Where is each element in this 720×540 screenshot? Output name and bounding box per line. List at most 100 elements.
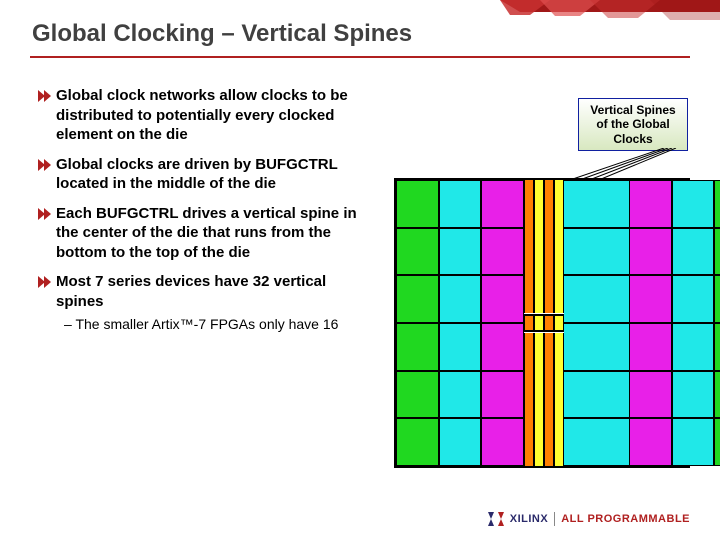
die-cell xyxy=(396,180,439,228)
footer-logo: XILINX ALL PROGRAMMABLE xyxy=(488,512,690,526)
die-cell xyxy=(576,275,587,323)
header-decoration xyxy=(460,0,720,30)
die-cell xyxy=(439,275,482,323)
die-cell xyxy=(576,180,587,228)
die-cell xyxy=(587,228,598,276)
die-cell xyxy=(714,228,720,276)
die-cell xyxy=(618,180,629,228)
die-cell xyxy=(439,180,482,228)
die-cell xyxy=(566,371,577,419)
die-cell xyxy=(481,371,524,419)
die-cell xyxy=(714,418,720,466)
bullet-text: Each BUFGCTRL drives a vertical spine in… xyxy=(56,204,368,263)
die-cell xyxy=(672,275,715,323)
die-cell xyxy=(618,418,629,466)
sub-bullet: The smaller Artix™-7 FPGAs only have 16 xyxy=(64,315,368,334)
die-cell xyxy=(597,323,608,371)
xilinx-icon xyxy=(488,512,504,526)
die-cell xyxy=(608,275,619,323)
die-cell xyxy=(672,323,715,371)
bullet-text: Most 7 series devices have 32 vertical s… xyxy=(56,272,368,311)
die-cell xyxy=(608,180,619,228)
die-cell xyxy=(597,180,608,228)
die-cell xyxy=(587,180,598,228)
bullet-text: Global clock networks allow clocks to be… xyxy=(56,86,368,145)
footer-brand: XILINX xyxy=(510,513,548,525)
die-cell xyxy=(587,323,598,371)
die-cell xyxy=(608,323,619,371)
list-item: Global clocks are driven by BUFGCTRL loc… xyxy=(38,155,368,194)
footer-tagline: ALL PROGRAMMABLE xyxy=(561,513,690,525)
die-cell xyxy=(597,228,608,276)
die-cell xyxy=(439,228,482,276)
die-cell xyxy=(481,180,524,228)
die-cell xyxy=(629,418,672,466)
chevron-icon xyxy=(38,272,56,311)
die-cell xyxy=(566,275,577,323)
die-cell xyxy=(396,371,439,419)
title-underline xyxy=(30,56,690,58)
spine-label: Vertical Spines of the Global Clocks xyxy=(578,98,688,151)
label-line: Clocks xyxy=(585,132,681,146)
die-cell xyxy=(481,228,524,276)
die-cell xyxy=(481,418,524,466)
die-cell xyxy=(576,371,587,419)
die-cell xyxy=(672,418,715,466)
label-line: of the Global xyxy=(585,117,681,131)
die-cell xyxy=(714,275,720,323)
die-cell xyxy=(587,371,598,419)
list-item: Most 7 series devices have 32 vertical s… xyxy=(38,272,368,311)
die-cell xyxy=(439,418,482,466)
die-cell xyxy=(629,371,672,419)
chevron-icon xyxy=(38,86,56,145)
die-cell xyxy=(672,228,715,276)
bullet-text: Global clocks are driven by BUFGCTRL loc… xyxy=(56,155,368,194)
list-item: Each BUFGCTRL drives a vertical spine in… xyxy=(38,204,368,263)
die-cell xyxy=(576,418,587,466)
die-cell xyxy=(597,371,608,419)
label-line: Vertical Spines xyxy=(585,103,681,117)
die-cell xyxy=(481,275,524,323)
bufgctrl-block xyxy=(524,314,564,332)
die-cell xyxy=(396,418,439,466)
die-diagram xyxy=(394,178,690,468)
die-cell xyxy=(629,180,672,228)
die-cell xyxy=(608,418,619,466)
die-cell xyxy=(587,275,598,323)
die-cell xyxy=(672,371,715,419)
die-cell xyxy=(608,228,619,276)
die-cell xyxy=(597,275,608,323)
die-cell xyxy=(396,275,439,323)
die-cell xyxy=(629,275,672,323)
die-cell xyxy=(566,180,577,228)
page-title: Global Clocking – Vertical Spines xyxy=(32,20,412,48)
die-cell xyxy=(396,228,439,276)
die-cell xyxy=(566,323,577,371)
die-cell xyxy=(608,371,619,419)
die-cell xyxy=(714,371,720,419)
die-cell xyxy=(566,228,577,276)
list-item: Global clock networks allow clocks to be… xyxy=(38,86,368,145)
die-cell xyxy=(576,323,587,371)
die-cell xyxy=(618,371,629,419)
die-cell xyxy=(597,418,608,466)
die-cell xyxy=(439,371,482,419)
die-cell xyxy=(618,228,629,276)
chevron-icon xyxy=(38,155,56,194)
die-cell xyxy=(714,323,720,371)
die-cell xyxy=(396,323,439,371)
die-cell xyxy=(587,418,598,466)
die-cell xyxy=(618,323,629,371)
chevron-icon xyxy=(38,204,56,263)
die-cell xyxy=(629,323,672,371)
die-cell xyxy=(714,180,720,228)
footer-separator xyxy=(554,512,555,526)
die-cell xyxy=(576,228,587,276)
die-cell xyxy=(629,228,672,276)
die-cell xyxy=(618,275,629,323)
die-cell xyxy=(481,323,524,371)
die-cell xyxy=(439,323,482,371)
bullet-list: Global clock networks allow clocks to be… xyxy=(38,86,368,334)
die-cell xyxy=(672,180,715,228)
die-cell xyxy=(566,418,577,466)
